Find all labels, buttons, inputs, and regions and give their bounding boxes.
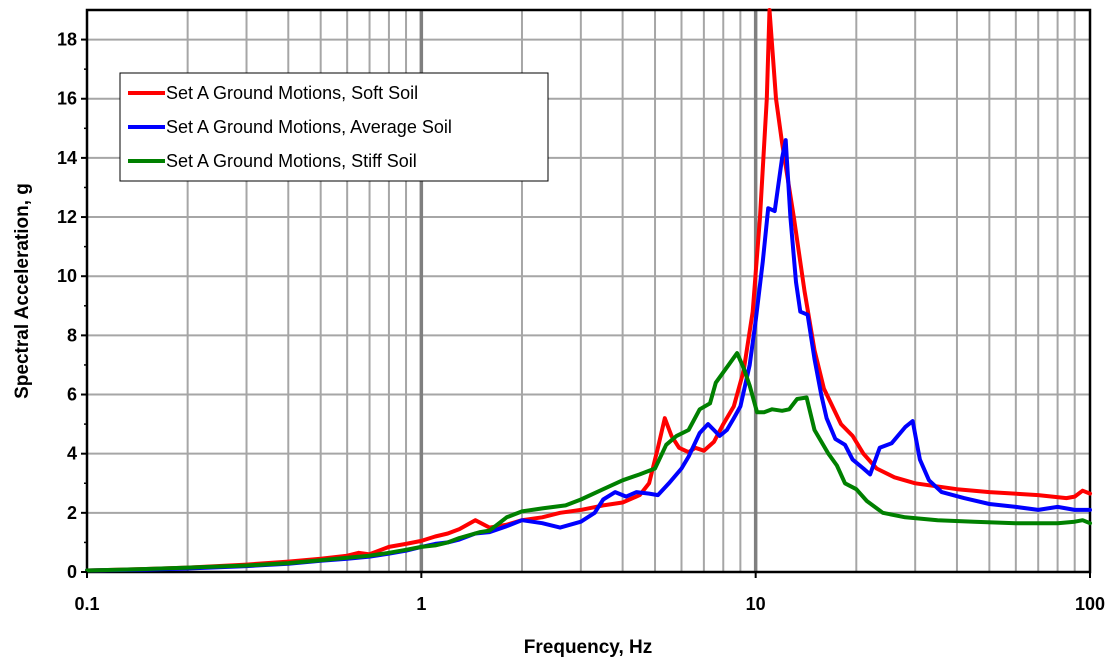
y-tick-label: 4 xyxy=(67,444,77,464)
y-tick-label: 12 xyxy=(57,207,77,227)
y-tick-label: 8 xyxy=(67,325,77,345)
legend-label-average-soil: Set A Ground Motions, Average Soil xyxy=(166,117,452,137)
x-tick-label: 10 xyxy=(746,594,766,614)
x-tick-label: 1 xyxy=(416,594,426,614)
x-axis-ticks: 0.1 1 10 100 xyxy=(74,572,1105,614)
series-line-soft-soil xyxy=(85,8,1092,573)
y-tick-label: 2 xyxy=(67,503,77,523)
series-layer xyxy=(85,8,1092,573)
y-tick-label: 14 xyxy=(57,148,77,168)
legend-box xyxy=(119,72,549,182)
x-axis-title: Frequency, Hz xyxy=(524,637,652,658)
x-tick-label: 0.1 xyxy=(74,594,99,614)
series-line-stiff-soil xyxy=(85,351,1092,573)
legend: Set A Ground Motions, Soft Soil Set A Gro… xyxy=(119,72,549,182)
x-tick-label: 100 xyxy=(1075,594,1105,614)
series-line-average-soil xyxy=(85,138,1092,573)
y-tick-label: 10 xyxy=(57,266,77,286)
legend-items: Set A Ground Motions, Soft Soil Set A Gro… xyxy=(128,83,452,171)
y-tick-label: 6 xyxy=(67,385,77,405)
legend-label-stiff-soil: Set A Ground Motions, Stiff Soil xyxy=(166,151,417,171)
y-tick-label: 18 xyxy=(57,30,77,50)
y-axis-ticks: 0 2 4 6 8 10 12 14 16 18 xyxy=(57,30,87,582)
plot-area-border xyxy=(85,8,1092,574)
y-axis-title: Spectral Acceleration, g xyxy=(12,183,33,399)
legend-label-soft-soil: Set A Ground Motions, Soft Soil xyxy=(166,83,418,103)
y-tick-label: 0 xyxy=(67,562,77,582)
y-tick-label: 16 xyxy=(57,89,77,109)
